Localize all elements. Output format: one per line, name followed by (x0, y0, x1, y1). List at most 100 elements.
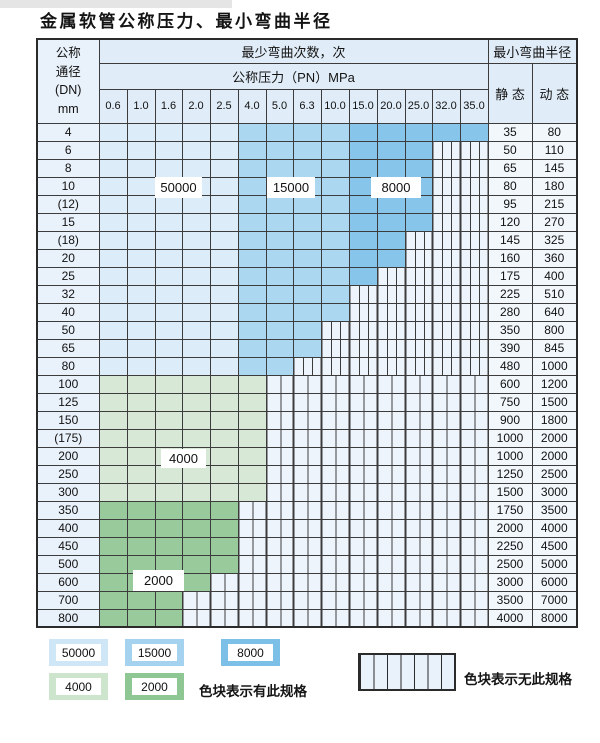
spec-cell (209, 464, 239, 484)
spec-cell (181, 248, 211, 268)
spec-cell (404, 410, 433, 430)
dynamic-value: 640 (531, 302, 578, 322)
spec-cell (459, 428, 489, 448)
spec-cell (431, 176, 461, 196)
static-value: 65 (487, 158, 533, 178)
spec-cell (292, 194, 322, 214)
spec-cell (98, 230, 128, 250)
pressure-tick: 0.6 (98, 88, 128, 124)
spec-cell (209, 410, 239, 430)
spec-cell (459, 482, 489, 502)
spec-cell (348, 194, 378, 214)
overlay-label-4000: 4000 (161, 449, 206, 468)
dynamic-value: 510 (531, 284, 578, 304)
spec-cell (431, 428, 461, 448)
spec-cell (348, 374, 378, 394)
spec-cell (98, 158, 128, 178)
spec-cell (320, 608, 350, 628)
spec-cell (292, 590, 322, 610)
spec-cell (126, 356, 156, 376)
static-value: 280 (487, 302, 533, 322)
spec-cell (154, 356, 183, 376)
spec-cell (431, 482, 461, 502)
spec-cell (459, 590, 489, 610)
dynamic-value: 6000 (531, 572, 578, 592)
dynamic-value: 145 (531, 158, 578, 178)
spec-cell (348, 212, 378, 232)
dn-cell: 200 (36, 446, 100, 466)
spec-cell (237, 590, 267, 610)
dynamic-value: 3000 (531, 482, 578, 502)
spec-cell (154, 158, 183, 178)
spec-cell (459, 446, 489, 466)
spec-cell (292, 608, 322, 628)
legend-swatch-label: 15000 (132, 644, 177, 661)
spec-cell (98, 536, 128, 556)
spec-cell (404, 248, 433, 268)
spec-cell (404, 392, 433, 412)
table-row: 25 175 400 (36, 266, 578, 286)
spec-cell (237, 284, 267, 304)
spec-cell (265, 230, 294, 250)
pressure-tick: 32.0 (431, 88, 461, 124)
spec-cell (237, 356, 267, 376)
spec-cell (98, 572, 128, 592)
spec-cell (181, 158, 211, 178)
static-value: 900 (487, 410, 533, 430)
dynamic-value: 2500 (531, 464, 578, 484)
table-row: (18) 145 325 (36, 230, 578, 250)
dynamic-value: 8000 (531, 608, 578, 628)
spec-cell (292, 572, 322, 592)
spec-cell (348, 500, 378, 520)
spec-cell (237, 338, 267, 358)
spec-cell (459, 320, 489, 340)
spec-cell (431, 608, 461, 628)
spec-cell (459, 374, 489, 394)
spec-cell (265, 338, 294, 358)
spec-cell (459, 536, 489, 556)
spec-cell (320, 158, 350, 178)
pressure-tick: 2.5 (209, 88, 239, 124)
dn-cell: 40 (36, 302, 100, 322)
spec-cell (320, 482, 350, 502)
static-value: 120 (487, 212, 533, 232)
dn-cell: 32 (36, 284, 100, 304)
spec-cell (348, 176, 378, 196)
spec-cell (376, 590, 406, 610)
spec-cell (320, 338, 350, 358)
spec-cell (237, 374, 267, 394)
spec-cell (154, 500, 183, 520)
pressure-tick: 4.0 (237, 88, 267, 124)
pressure-header: 公称压力（PN）MPa (98, 62, 489, 90)
spec-cell (126, 464, 156, 484)
spec-cell (459, 230, 489, 250)
legend-no-spec-swatch (358, 653, 456, 691)
dn-cell: 700 (36, 590, 100, 610)
spec-cell (98, 248, 128, 268)
dynamic-value: 215 (531, 194, 578, 214)
spec-cell (292, 500, 322, 520)
spec-cell (126, 536, 156, 556)
spec-cell (348, 410, 378, 430)
spec-cell (126, 500, 156, 520)
spec-cell (181, 266, 211, 286)
spec-cell (376, 374, 406, 394)
spec-cell (209, 140, 239, 160)
spec-cell (181, 284, 211, 304)
spec-cell (154, 518, 183, 538)
spec-cell (209, 554, 239, 574)
spec-cell (265, 374, 294, 394)
spec-cell (348, 392, 378, 412)
spec-cell (404, 194, 433, 214)
spec-cell (237, 464, 267, 484)
spec-cell (320, 518, 350, 538)
spec-cell (320, 266, 350, 286)
pressure-tick: 5.0 (265, 88, 294, 124)
spec-cell (431, 230, 461, 250)
spec-cell (126, 302, 156, 322)
spec-cell (348, 266, 378, 286)
spec-cell (376, 122, 406, 142)
spec-cell (126, 446, 156, 466)
spec-cell (404, 338, 433, 358)
spec-cell (209, 284, 239, 304)
